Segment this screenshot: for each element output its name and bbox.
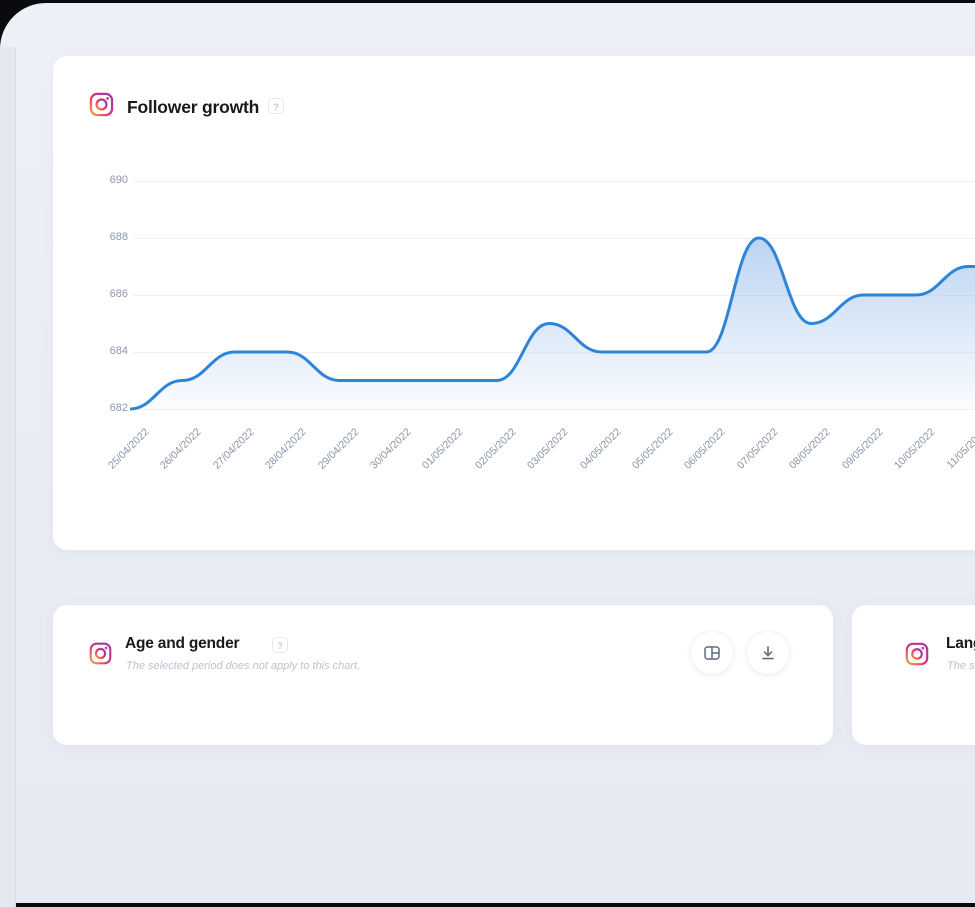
gridline bbox=[133, 295, 975, 296]
y-axis-label: 684 bbox=[109, 345, 128, 357]
follower-growth-line-chart bbox=[130, 236, 975, 411]
gridline bbox=[133, 181, 975, 182]
y-axis-label: 690 bbox=[109, 174, 128, 186]
instagram-icon bbox=[89, 92, 114, 117]
left-edge-strip bbox=[0, 47, 16, 907]
languages-card: Languages The selected period does not a… bbox=[852, 605, 975, 745]
download-button[interactable] bbox=[746, 631, 790, 675]
chart-area-fill bbox=[130, 238, 975, 409]
instagram-icon bbox=[905, 642, 929, 666]
content-panel: Follower growth ? 690 688 686 684 682 25/04/… bbox=[0, 3, 975, 907]
card-title: Age and gender bbox=[125, 635, 240, 652]
y-axis-label: 686 bbox=[109, 288, 128, 300]
gridline bbox=[133, 409, 975, 410]
layout-columns-icon bbox=[704, 646, 720, 660]
card-title: Languages bbox=[946, 635, 975, 652]
y-axis-label: 688 bbox=[109, 231, 128, 243]
y-axis-label: 682 bbox=[109, 402, 128, 414]
gridline bbox=[133, 238, 975, 239]
help-icon[interactable]: ? bbox=[272, 637, 288, 653]
card-subtitle: The selected period does not apply to th… bbox=[947, 660, 975, 672]
help-icon[interactable]: ? bbox=[268, 98, 284, 114]
instagram-icon bbox=[89, 642, 112, 665]
chart-line bbox=[130, 236, 975, 411]
download-icon bbox=[762, 646, 774, 660]
age-gender-card: Age and gender ? The selected period doe… bbox=[53, 605, 833, 745]
card-subtitle: The selected period does not apply to th… bbox=[126, 660, 361, 672]
follower-growth-card: Follower growth ? 690 688 686 684 682 25/04/… bbox=[53, 56, 975, 550]
card-title: Follower growth bbox=[127, 97, 260, 117]
layout-columns-button[interactable] bbox=[690, 631, 734, 675]
